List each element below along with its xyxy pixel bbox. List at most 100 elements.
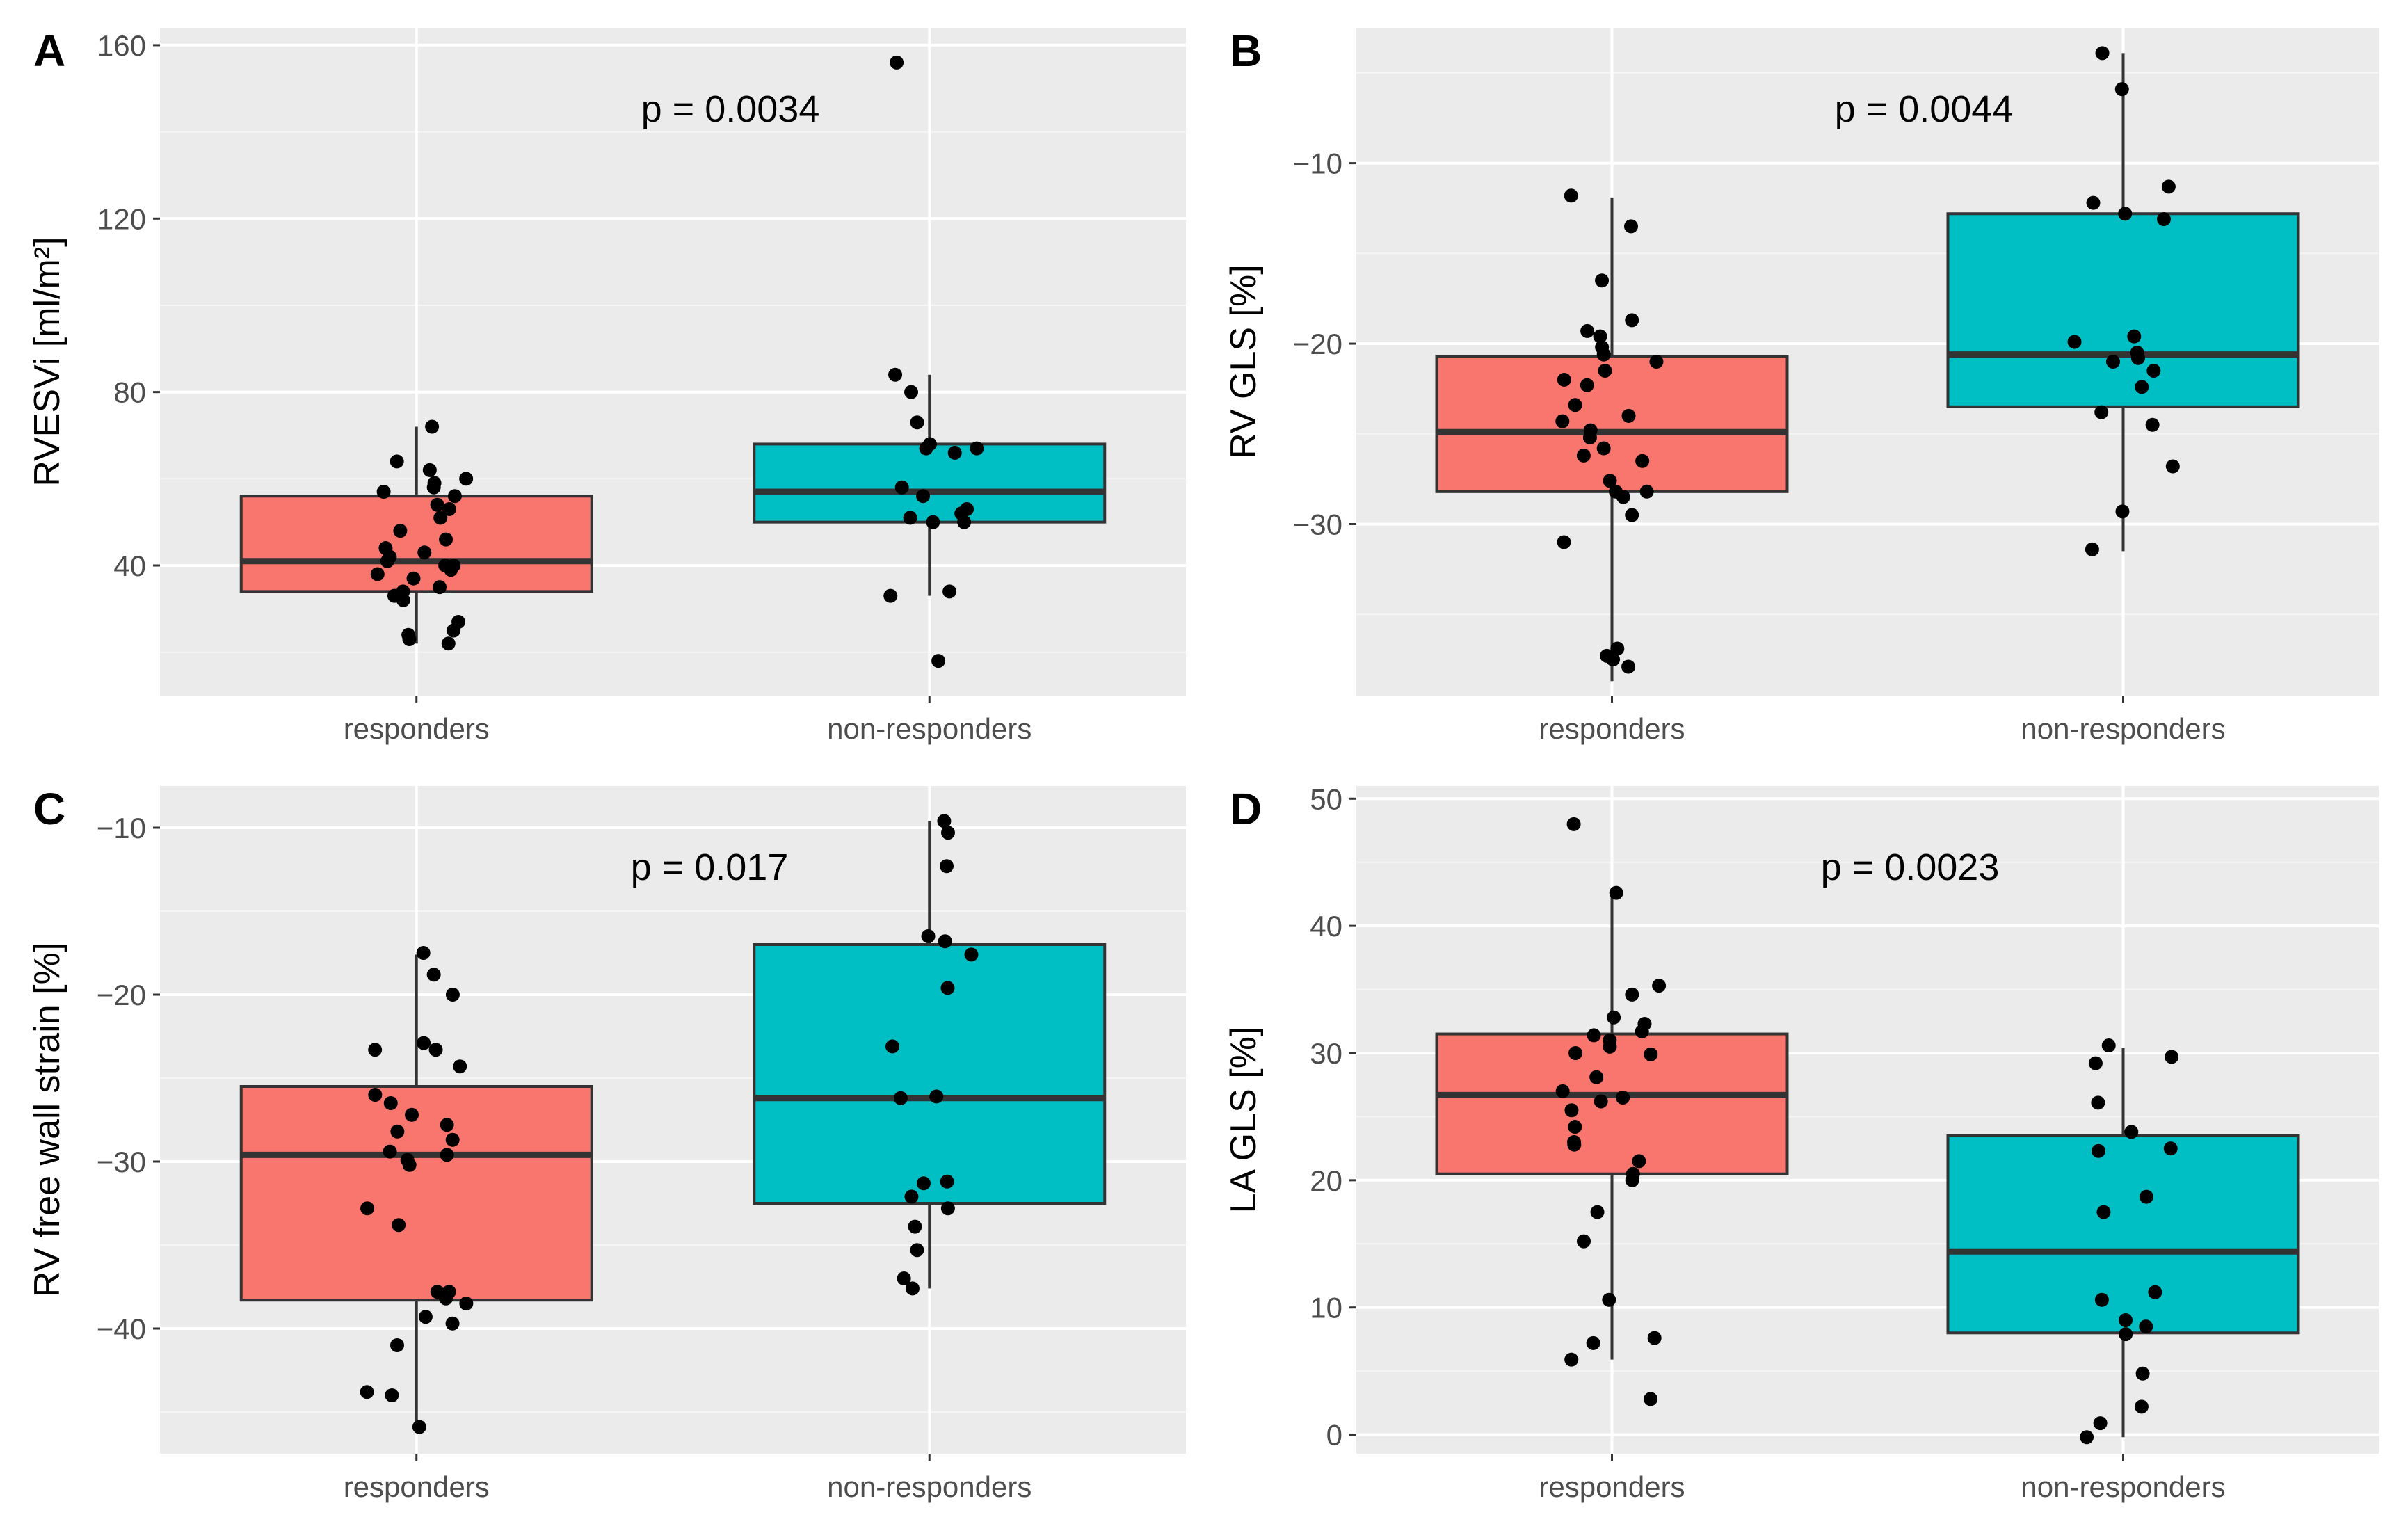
data-point	[1568, 1120, 1582, 1134]
y-tick-label: −10	[97, 812, 146, 844]
data-point	[441, 636, 456, 651]
data-point	[940, 1174, 954, 1189]
data-point	[383, 1096, 398, 1110]
data-point	[1595, 273, 1610, 288]
data-point	[2085, 542, 2099, 556]
data-point	[2088, 1056, 2103, 1070]
x-tick-label: non-responders	[2021, 1470, 2225, 1503]
data-point	[1566, 817, 1581, 831]
data-point	[1647, 1331, 1662, 1345]
data-point	[1580, 378, 1594, 392]
y-tick-label: −20	[97, 979, 146, 1011]
data-point	[402, 1157, 417, 1172]
data-point	[890, 55, 904, 70]
box-responders	[1435, 1032, 1789, 1175]
data-point	[2163, 1141, 2178, 1156]
data-point	[1568, 398, 1582, 412]
data-point	[2093, 1416, 2108, 1431]
y-tick-label: 160	[97, 29, 146, 62]
data-point	[417, 545, 432, 560]
data-point	[406, 571, 421, 586]
y-tick-label: 30	[1310, 1037, 1342, 1070]
data-point	[1580, 323, 1595, 338]
panel-B: −30 −20 −10 responders non-responders RV GLS …	[1223, 26, 2379, 745]
data-point	[942, 584, 957, 599]
data-point	[390, 1338, 405, 1352]
data-point	[916, 1176, 931, 1191]
data-point	[1582, 430, 1597, 444]
data-point	[390, 454, 404, 469]
data-point	[1632, 1154, 1646, 1169]
p-value-annotation: p = 0.0044	[1835, 88, 2014, 130]
data-point	[439, 1291, 453, 1306]
data-point	[2124, 1125, 2139, 1139]
data-point	[910, 415, 924, 430]
panel-A: 40 80 120 160 responders non-responders RVESVi…	[27, 26, 1186, 745]
data-point	[2127, 329, 2142, 344]
data-point	[447, 489, 462, 504]
data-point	[396, 593, 410, 607]
data-point	[383, 1144, 397, 1159]
data-point	[412, 1420, 426, 1434]
data-point	[445, 988, 460, 1002]
x-tick-label: non-responders	[2021, 712, 2225, 745]
x-tick-label: responders	[344, 712, 490, 745]
panel-C: −40 −30 −20 −10 responders non-responders RV f…	[27, 784, 1186, 1503]
box-responders	[1435, 355, 1789, 493]
data-point	[380, 554, 394, 568]
data-point	[1625, 987, 1639, 1002]
data-point	[1594, 1094, 1608, 1109]
data-point	[921, 929, 936, 943]
data-point	[368, 1088, 383, 1102]
data-point	[940, 859, 954, 874]
data-point	[1609, 885, 1623, 900]
data-point	[440, 1118, 454, 1132]
data-point	[2094, 405, 2109, 419]
y-tick-label: −30	[1293, 508, 1342, 541]
data-point	[1568, 1046, 1583, 1060]
data-point	[370, 567, 385, 581]
data-point	[2135, 1366, 2150, 1381]
data-point	[1623, 219, 1638, 234]
data-point	[2134, 1399, 2149, 1414]
data-point	[1596, 347, 1611, 362]
p-value-annotation: p = 0.017	[631, 846, 789, 888]
data-point	[1625, 313, 1639, 328]
data-point	[2130, 351, 2145, 365]
data-point	[894, 480, 909, 495]
data-point	[885, 1039, 900, 1054]
data-point	[447, 623, 461, 638]
data-point	[1603, 474, 1617, 488]
data-point	[1576, 1234, 1591, 1249]
y-tick-label: 10	[1310, 1292, 1342, 1324]
data-point	[418, 1310, 433, 1324]
data-point	[2094, 1292, 2109, 1307]
data-point	[2115, 504, 2130, 519]
data-point	[1603, 1039, 1617, 1054]
data-point	[368, 1043, 383, 1057]
data-point	[425, 419, 440, 434]
data-point	[1596, 441, 1611, 456]
data-point	[2095, 46, 2110, 61]
data-point	[2119, 1313, 2133, 1327]
y-tick-label: 80	[113, 376, 146, 409]
data-point	[908, 1219, 922, 1234]
data-point	[385, 1388, 399, 1402]
data-point	[439, 532, 453, 547]
data-point	[1610, 641, 1625, 656]
data-point	[1564, 1103, 1579, 1118]
data-point	[926, 515, 940, 529]
data-point	[883, 588, 898, 603]
data-point	[433, 580, 447, 595]
x-tick-label: responders	[1539, 1470, 1685, 1503]
data-point	[2139, 1319, 2153, 1334]
data-point	[402, 632, 417, 646]
data-point	[422, 463, 437, 477]
y-tick-label: −20	[1293, 328, 1342, 360]
data-point	[1635, 454, 1650, 468]
x-tick-label: non-responders	[827, 1470, 1032, 1503]
data-point	[1576, 448, 1591, 463]
data-point	[1616, 490, 1630, 504]
data-point	[1621, 659, 1636, 674]
y-axis-title: RVESVi [ml/m²]	[27, 236, 67, 486]
